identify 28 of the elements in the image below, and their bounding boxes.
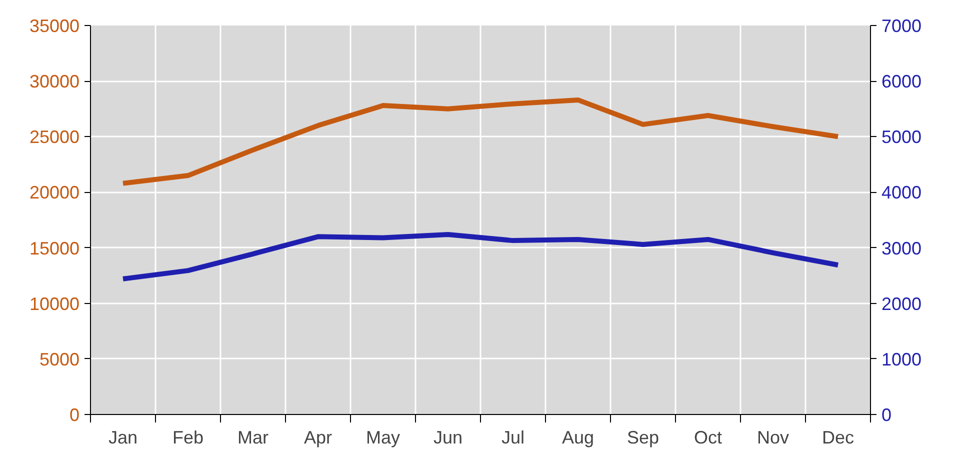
y2-tick-label: 4000 [882, 182, 922, 203]
y-tick-label: 20000 [29, 182, 80, 203]
y-tick-label: 35000 [29, 16, 80, 36]
y-tick-label: 25000 [29, 127, 80, 148]
x-tick-label: Oct [694, 428, 722, 448]
y2-tick-label: 3000 [882, 238, 922, 258]
x-tick-label: Jun [433, 428, 463, 448]
x-tick-label: Feb [172, 428, 204, 448]
y-tick-label: 30000 [29, 72, 80, 92]
y-tick-label: 10000 [29, 294, 80, 314]
y2-tick-label: 6000 [882, 72, 922, 92]
y2-tick-label: 7000 [882, 16, 922, 36]
x-tick-label: Sep [626, 428, 660, 448]
y2-tick-label: 1000 [882, 349, 922, 370]
x-tick-label: Apr [304, 428, 332, 448]
y2-tick-label: 5000 [882, 127, 922, 148]
x-tick-label: Dec [822, 428, 854, 448]
y-tick-label: 15000 [29, 238, 80, 258]
x-tick-label: May [366, 428, 400, 448]
x-tick-label: Nov [756, 428, 790, 448]
x-tick-label: Jul [501, 428, 525, 448]
y-tick-label: 5000 [39, 349, 80, 370]
x-tick-label: Aug [562, 428, 594, 448]
y2-tick-label: 0 [882, 405, 892, 425]
y-tick-label: 0 [69, 405, 80, 425]
x-tick-label: Jan [108, 428, 138, 448]
y2-tick-label: 2000 [882, 294, 922, 314]
x-tick-label: Mar [238, 428, 269, 448]
